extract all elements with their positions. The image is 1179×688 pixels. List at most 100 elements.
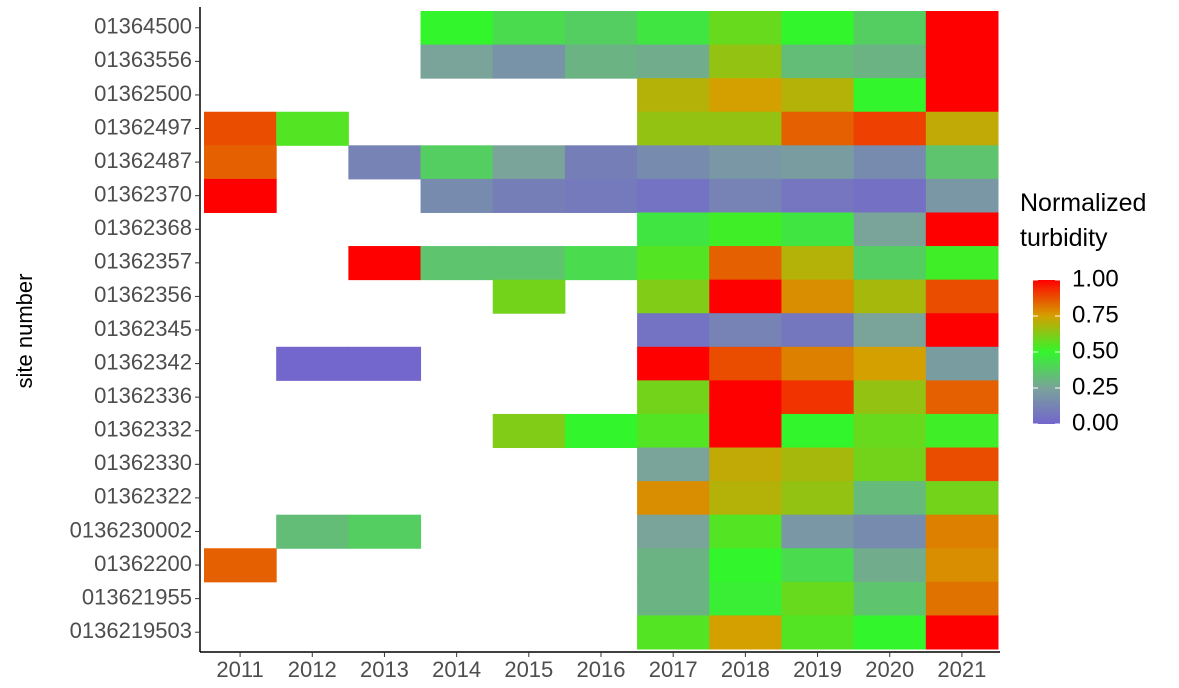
heat-cell: [925, 346, 999, 381]
colorbar-label: 0.50: [1072, 337, 1119, 364]
heat-cell: [492, 145, 566, 180]
y-tick-label: 01362487: [94, 148, 192, 173]
heat-cell: [276, 346, 349, 381]
heat-cell: [637, 447, 710, 482]
heat-cell: [781, 615, 855, 650]
heat-cell: [853, 514, 927, 549]
heat-cell: [781, 44, 855, 79]
heat-cell: [925, 447, 999, 482]
heat-cell: [853, 447, 927, 482]
y-tick-label: 01362200: [94, 551, 192, 576]
heat-cell: [492, 413, 566, 449]
heat-cell: [709, 615, 782, 650]
heat-cell: [709, 212, 782, 247]
colorbar-label: 0.75: [1072, 301, 1119, 328]
legend-title: Normalized turbidity: [1020, 189, 1147, 252]
x-tick-label: 2019: [793, 657, 842, 682]
heat-cell: [637, 514, 710, 549]
heat-cell: [637, 178, 710, 213]
heat-cell: [709, 581, 782, 616]
heat-cell: [781, 178, 855, 213]
heat-cell: [781, 111, 855, 146]
x-tick-label: 2014: [432, 657, 481, 682]
heat-cell: [925, 514, 999, 549]
heat-cell: [420, 246, 494, 281]
y-tick-label: 01362356: [94, 282, 192, 307]
heat-cell: [925, 212, 999, 247]
heat-cell: [853, 145, 927, 180]
heat-cell: [564, 178, 638, 213]
heat-cell: [925, 78, 999, 113]
heat-cell: [637, 615, 710, 650]
heat-cell: [925, 178, 999, 213]
heat-cell: [853, 581, 927, 616]
heat-cell: [781, 313, 855, 348]
heat-cell: [925, 615, 999, 650]
heat-cell: [492, 11, 566, 46]
heat-cell: [204, 145, 277, 180]
heat-cell: [637, 145, 710, 180]
heat-cell: [637, 44, 710, 79]
y-tick-label: 01362330: [94, 450, 192, 475]
heat-cell: [348, 346, 422, 381]
heat-cell: [709, 313, 782, 348]
heat-cell: [853, 246, 927, 281]
heat-cell: [781, 548, 855, 583]
heat-cell: [637, 212, 710, 247]
heat-cell: [564, 44, 638, 79]
heat-cell: [925, 279, 999, 314]
colorbar-label: 0.00: [1072, 409, 1119, 436]
heat-cell: [853, 212, 927, 247]
heat-cell: [709, 447, 782, 482]
heat-cell: [925, 145, 999, 180]
heat-cell: [204, 548, 277, 583]
heat-cell: [276, 514, 349, 549]
heat-cell: [853, 413, 927, 449]
heat-cell: [637, 279, 710, 314]
heat-cell: [853, 615, 927, 650]
y-tick-label: 01362500: [94, 81, 192, 106]
heat-cell: [781, 413, 855, 449]
heat-cell: [637, 481, 710, 516]
y-tick-label: 0136219503: [70, 618, 192, 643]
heat-cell: [853, 44, 927, 79]
heat-cell: [925, 44, 999, 79]
heat-cell: [781, 145, 855, 180]
heat-cell: [709, 413, 782, 449]
heat-cell: [637, 313, 710, 348]
y-tick-label: 01362370: [94, 181, 192, 206]
heat-cell: [276, 111, 349, 146]
y-axis-title: site number: [12, 274, 37, 389]
y-tick-label: 01362336: [94, 383, 192, 408]
x-tick-label: 2011: [216, 657, 263, 682]
heat-cell: [637, 581, 710, 616]
y-tick-label: 01362497: [94, 114, 192, 139]
y-tick-label: 01364500: [94, 14, 192, 39]
heat-cell: [853, 11, 927, 46]
heat-cell: [204, 111, 277, 146]
heat-cell: [781, 514, 855, 549]
heat-cell: [709, 145, 782, 180]
heat-cell: [925, 548, 999, 583]
heat-cell: [709, 279, 782, 314]
heat-cell: [564, 246, 638, 281]
heat-cell: [709, 346, 782, 381]
heat-cell: [420, 44, 494, 79]
y-tick-label: 01362332: [94, 417, 192, 442]
heat-cell: [853, 111, 927, 146]
y-tick-label: 01362342: [94, 349, 192, 374]
heat-cell: [637, 548, 710, 583]
heat-cell: [781, 212, 855, 247]
heat-cell: [492, 246, 566, 281]
y-tick-label: 013621955: [82, 584, 192, 609]
x-tick-label: 2013: [360, 657, 409, 682]
heat-cell: [637, 111, 710, 146]
heat-cell: [709, 548, 782, 583]
heat-cell: [781, 11, 855, 46]
heat-cell: [709, 178, 782, 213]
heat-cell: [925, 581, 999, 616]
heat-cell: [781, 481, 855, 516]
heat-cell: [709, 111, 782, 146]
